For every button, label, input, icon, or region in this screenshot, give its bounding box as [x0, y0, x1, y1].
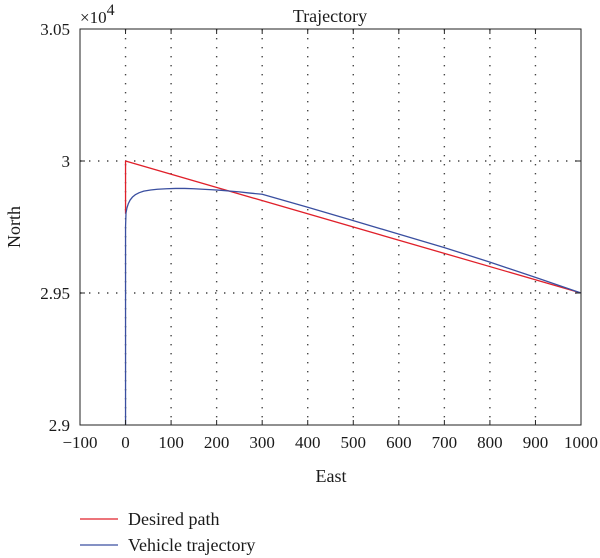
x-tick-label: 700: [432, 433, 458, 452]
y-multiplier-label: ×104: [80, 2, 115, 27]
y-multiplier-base: ×10: [80, 8, 107, 27]
y-tick-label: 2.9: [49, 416, 70, 435]
x-tick-label: 200: [204, 433, 230, 452]
y-tick-label: 3.05: [40, 20, 70, 39]
y-tick-label: 2.95: [40, 284, 70, 303]
legend-label-desired-path: Desired path: [128, 509, 219, 529]
x-tick-label: 400: [295, 433, 321, 452]
x-tick-label: 800: [477, 433, 503, 452]
axis-ticks: −100 0 100 200 300 400 500 600 700 800 900 1000 2.9 2…: [40, 20, 598, 452]
legend-label-vehicle-trajectory: Vehicle trajectory: [128, 535, 255, 555]
legend: Desired path Vehicle trajectory: [80, 509, 255, 555]
grid: [80, 29, 581, 425]
chart-title: Trajectory: [293, 6, 367, 26]
series-line-vehicle-trajectory: [124, 187, 582, 425]
series-lines: [124, 160, 582, 425]
x-axis-label: East: [316, 466, 347, 486]
plot-frame: [79, 28, 582, 426]
x-tick-label: 0: [121, 433, 130, 452]
x-tick-label: 500: [341, 433, 367, 452]
y-tick-label: 3: [62, 152, 71, 171]
series-line-desired-path: [124, 160, 582, 294]
x-tick-label: 100: [158, 433, 184, 452]
x-tick-label: 900: [523, 433, 549, 452]
x-tick-label: 300: [249, 433, 275, 452]
x-tick-label: 600: [386, 433, 412, 452]
y-axis-label: North: [4, 206, 24, 248]
y-multiplier-exponent: 4: [107, 2, 115, 19]
x-tick-label: −100: [62, 433, 97, 452]
x-tick-label: 1000: [564, 433, 598, 452]
